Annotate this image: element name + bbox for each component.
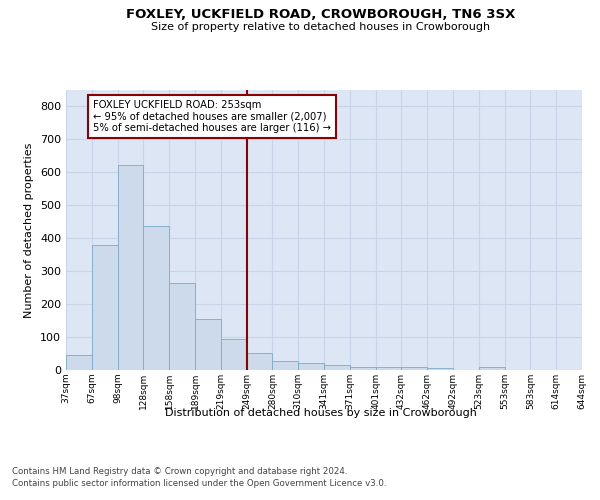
Bar — [376, 366, 401, 370]
Bar — [169, 282, 195, 370]
Bar — [427, 368, 453, 370]
Bar — [143, 226, 169, 370]
Text: Distribution of detached houses by size in Crowborough: Distribution of detached houses by size … — [165, 408, 477, 418]
Bar — [92, 245, 118, 370]
Text: Contains public sector information licensed under the Open Government Licence v3: Contains public sector information licen… — [12, 479, 386, 488]
Bar — [66, 354, 92, 370]
Text: FOXLEY UCKFIELD ROAD: 253sqm
← 95% of detached houses are smaller (2,007)
5% of : FOXLEY UCKFIELD ROAD: 253sqm ← 95% of de… — [93, 100, 331, 133]
Bar — [195, 319, 221, 370]
Y-axis label: Number of detached properties: Number of detached properties — [25, 142, 34, 318]
Bar — [298, 364, 324, 370]
Bar — [401, 366, 427, 370]
Text: Size of property relative to detached houses in Crowborough: Size of property relative to detached ho… — [151, 22, 491, 32]
Text: Contains HM Land Registry data © Crown copyright and database right 2024.: Contains HM Land Registry data © Crown c… — [12, 468, 347, 476]
Bar — [118, 165, 143, 370]
Bar — [272, 361, 298, 370]
Bar — [221, 338, 247, 370]
Bar — [479, 368, 505, 370]
Bar — [247, 352, 272, 370]
Bar — [350, 366, 376, 370]
Bar — [324, 365, 350, 370]
Text: FOXLEY, UCKFIELD ROAD, CROWBOROUGH, TN6 3SX: FOXLEY, UCKFIELD ROAD, CROWBOROUGH, TN6 … — [127, 8, 515, 20]
